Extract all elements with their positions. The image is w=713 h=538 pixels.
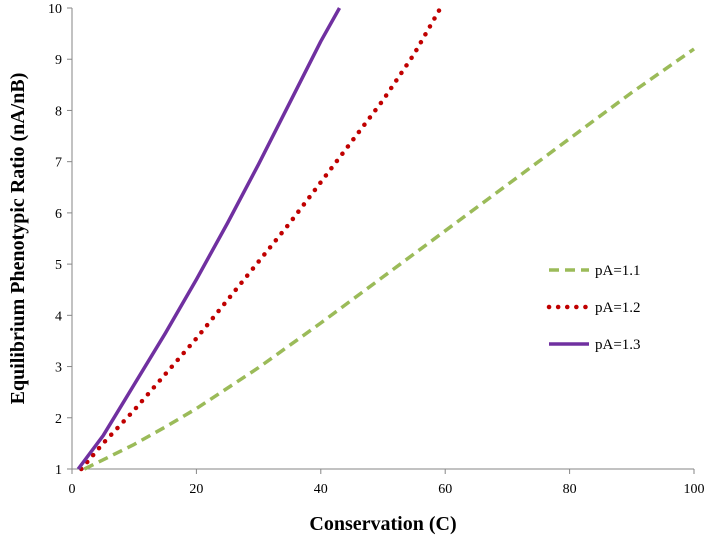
x-axis-title: Conservation (C) <box>309 513 456 535</box>
y-axis-title: Equilibrium Phenotypic Ratio (nA/nB) <box>7 73 29 405</box>
x-tick-label: 60 <box>438 482 452 497</box>
y-tick-label: 10 <box>48 2 62 17</box>
legend: pA=1.1 pA=1.2 pA=1.3 <box>546 263 641 353</box>
x-tick-label: 40 <box>314 482 328 497</box>
x-tick-label: 20 <box>189 482 203 497</box>
series-line-1 <box>83 47 696 471</box>
y-tick-label: 3 <box>55 361 62 376</box>
y-tick-label: 7 <box>55 156 62 171</box>
y-tick-label: 8 <box>55 104 62 119</box>
y-tick-label: 4 <box>55 309 62 324</box>
axes: 0 20 40 60 80 100 1 2 3 4 5 6 7 8 9 10 <box>48 2 705 497</box>
y-tick-label: 2 <box>55 412 62 427</box>
legend-label-2: pA=1.2 <box>595 300 641 316</box>
legend-label-3: pA=1.3 <box>595 337 641 353</box>
series-line-2 <box>79 8 442 472</box>
y-tick-label: 5 <box>55 258 62 273</box>
x-tick-label: 80 <box>563 482 577 497</box>
y-tick-label: 1 <box>55 463 62 478</box>
legend-label-1: pA=1.1 <box>595 263 641 279</box>
x-tick-label: 0 <box>69 482 76 497</box>
x-tick-label: 100 <box>684 482 705 497</box>
y-tick-label: 6 <box>55 207 62 222</box>
series-line-3 <box>76 7 342 471</box>
y-tick-label: 9 <box>55 53 62 68</box>
series-lines <box>76 7 696 472</box>
